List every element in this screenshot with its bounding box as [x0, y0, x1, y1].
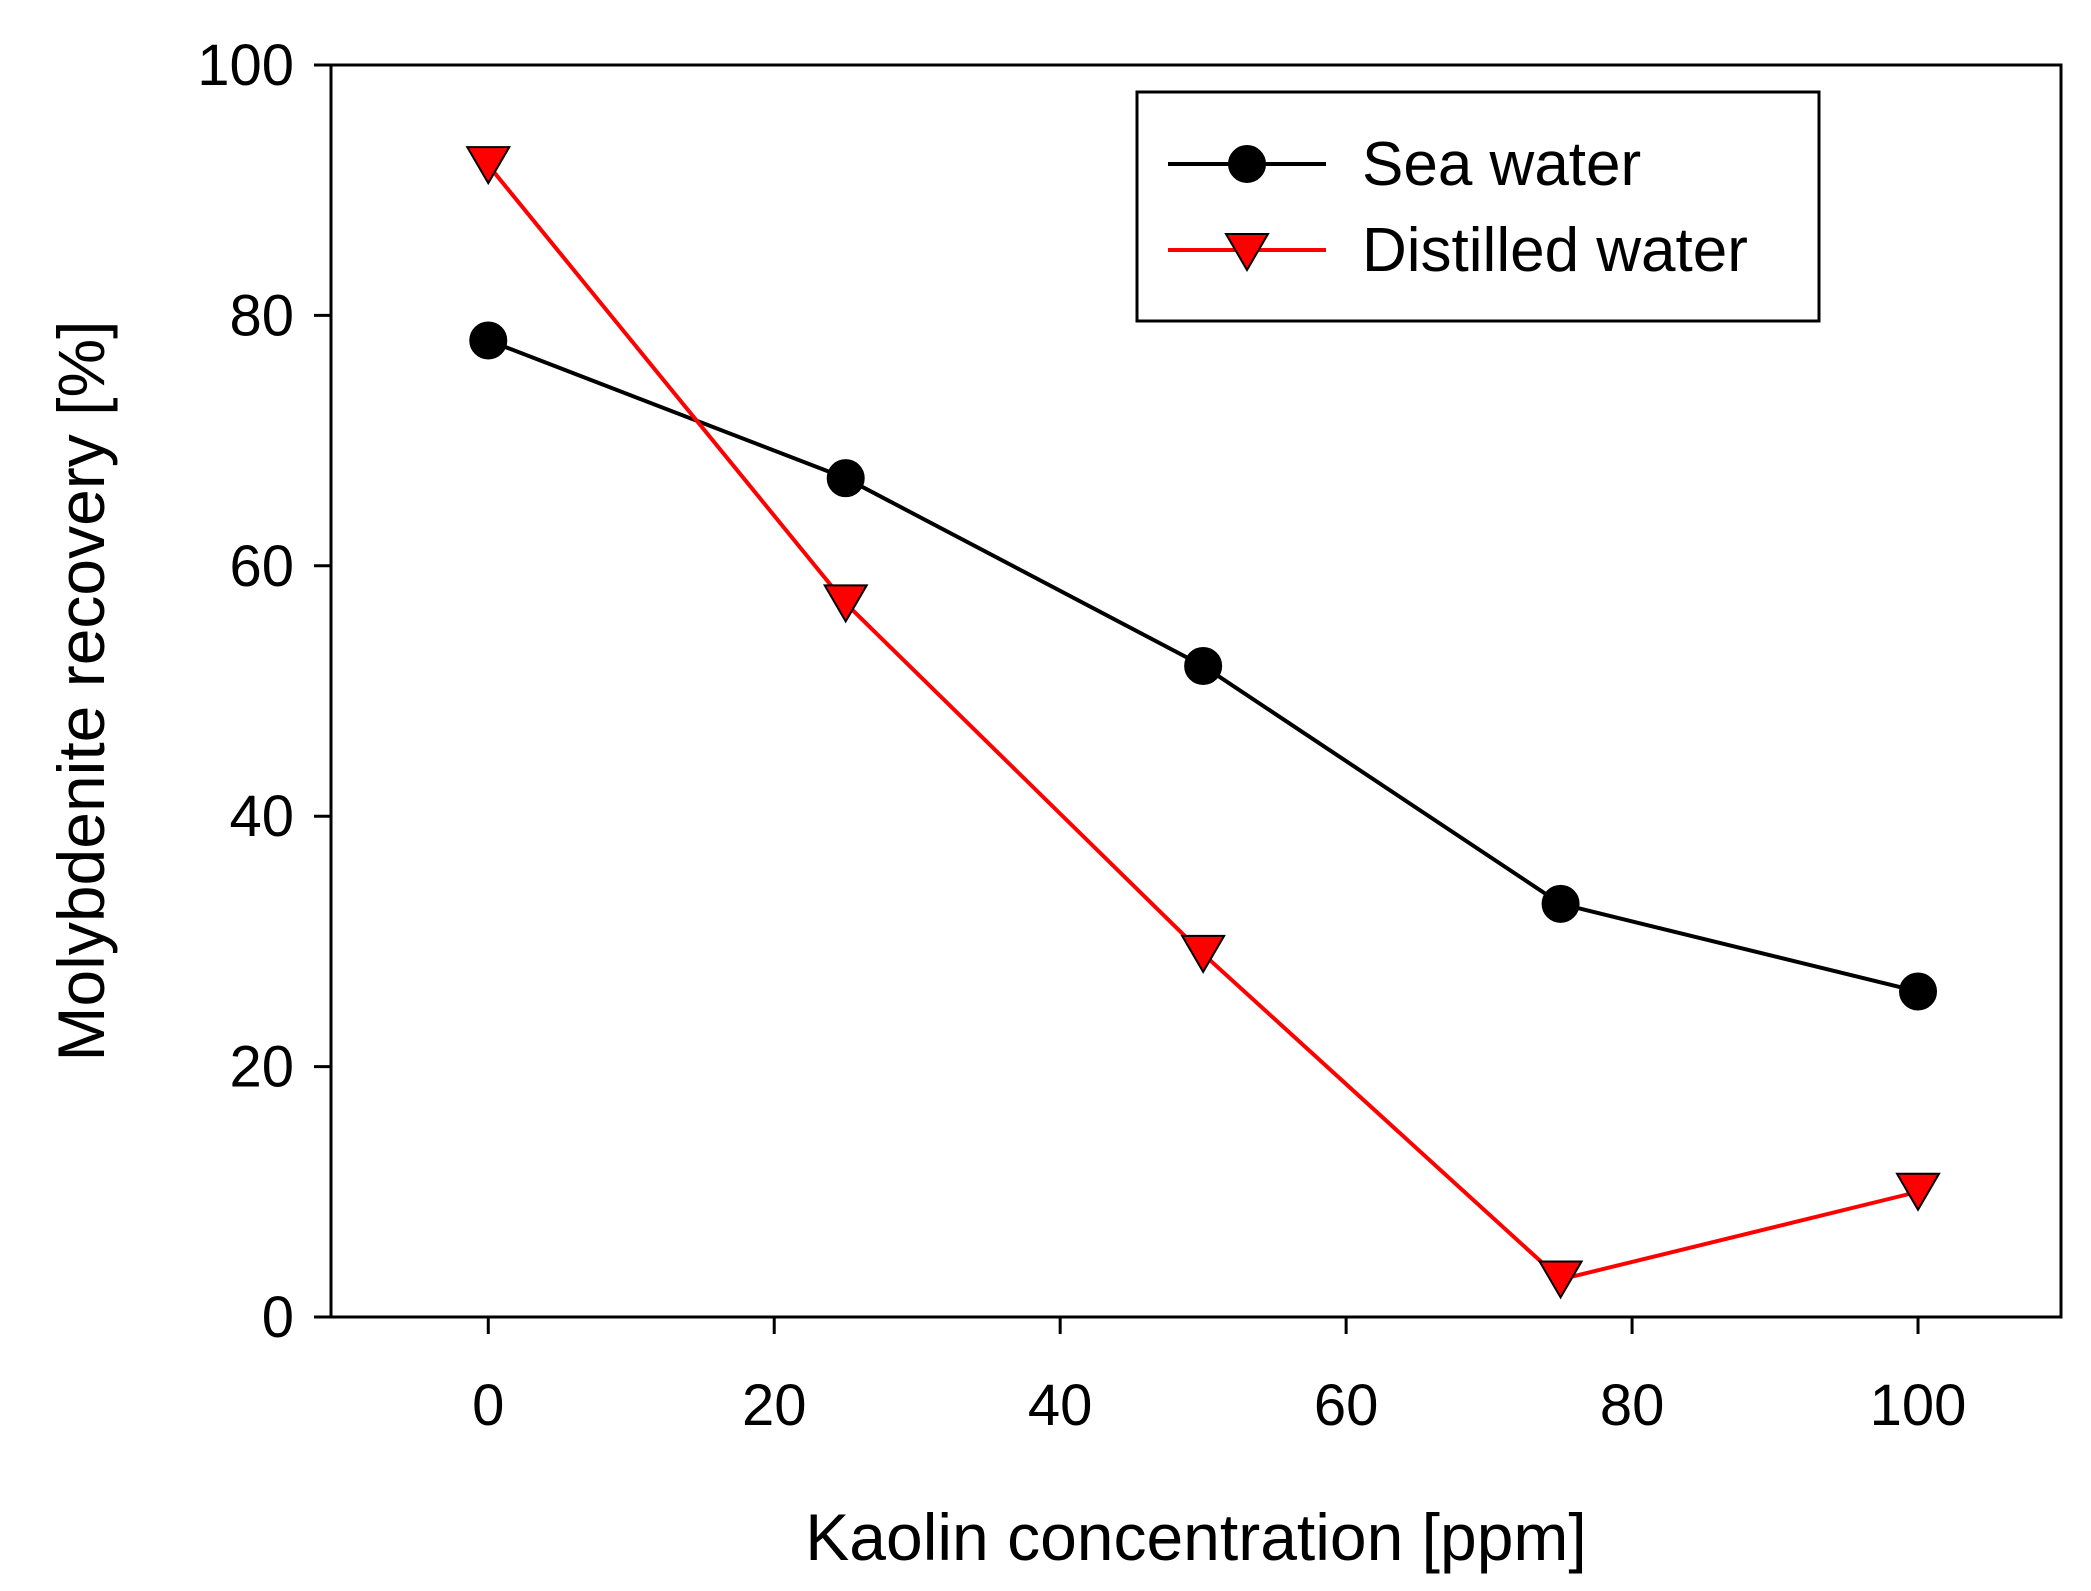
data-point-distilled-water [1180, 934, 1226, 974]
data-point-distilled-water [1537, 1260, 1584, 1300]
y-tick-label: 80 [229, 283, 294, 348]
x-tick-label: 40 [1028, 1373, 1093, 1438]
y-tick-label: 20 [229, 1035, 294, 1100]
legend-marker-sea-water [1228, 145, 1266, 183]
data-point-distilled-water [1895, 1172, 1941, 1212]
legend-label-sea-water: Sea water [1362, 130, 1641, 199]
y-axis-title: Molybdenite recovery [%] [44, 321, 118, 1062]
legend-box [1135, 90, 1821, 323]
legend-label-distilled-water: Distilled water [1362, 216, 1748, 285]
x-axis-title: Kaolin concentration [ppm] [805, 1500, 1586, 1574]
x-axis-ticks: 0 20 40 60 80 100 [472, 1317, 1966, 1438]
x-tick-label: 60 [1314, 1373, 1379, 1438]
x-tick-label: 20 [742, 1373, 807, 1438]
data-point-sea-water [1899, 972, 1938, 1011]
data-point-distilled-water [822, 584, 869, 624]
y-tick-label: 100 [197, 33, 294, 98]
y-tick-label: 40 [229, 784, 294, 849]
legend: Sea water Distilled water [1135, 90, 1821, 323]
plot-frame [329, 63, 2063, 1319]
series-line-distilled-water [486, 163, 1919, 1282]
x-tick-label: 100 [1870, 1373, 1967, 1438]
y-axis-ticks: 0 20 40 60 80 100 [197, 33, 331, 1350]
y-tick-label: 0 [262, 1285, 294, 1350]
data-point-sea-water [826, 459, 865, 498]
data-point-sea-water [469, 321, 508, 360]
data-point-sea-water [1541, 884, 1580, 923]
series-layer [465, 146, 1941, 1300]
x-tick-label: 80 [1600, 1373, 1665, 1438]
data-point-sea-water [1184, 646, 1223, 685]
data-point-distilled-water [465, 146, 512, 186]
legend-marker-distilled-water [1224, 233, 1270, 272]
y-tick-label: 60 [229, 534, 294, 599]
x-tick-label: 0 [472, 1373, 504, 1438]
